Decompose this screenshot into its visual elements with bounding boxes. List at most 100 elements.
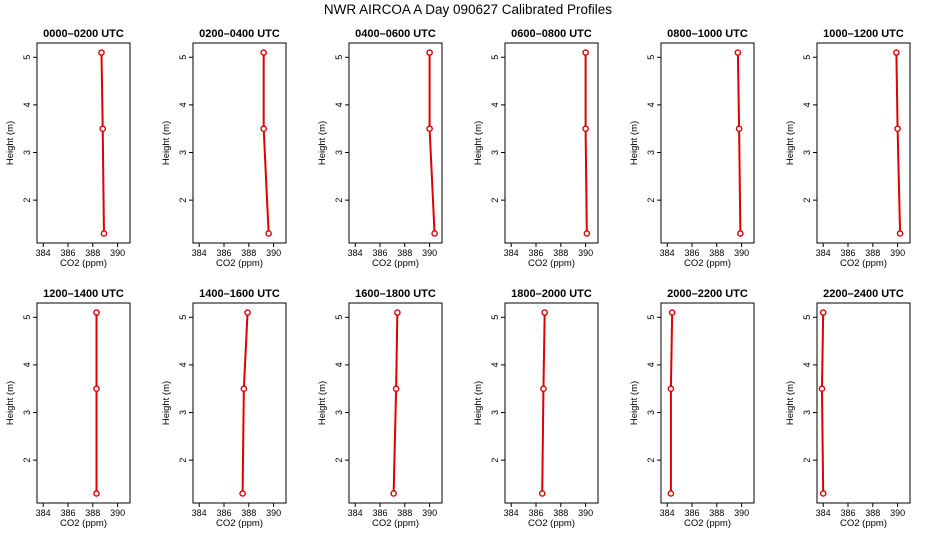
profile-line [820, 312, 825, 494]
data-point [93, 309, 100, 316]
data-point [582, 49, 589, 56]
x-tick-label: 384 [660, 248, 675, 258]
profile-line [895, 52, 902, 234]
data-point [394, 309, 401, 316]
x-tick-label: 390 [266, 248, 281, 258]
y-tick-label: 4 [490, 102, 500, 107]
y-tick-label: 4 [490, 362, 500, 367]
x-tick-label: 386 [684, 508, 699, 518]
profile-line [428, 52, 436, 234]
x-tick-label: 390 [578, 508, 593, 518]
data-point [541, 309, 548, 316]
y-tick-label: 5 [22, 315, 32, 320]
data-point [390, 490, 397, 497]
x-tick-label: 386 [840, 508, 855, 518]
y-tick-label: 2 [22, 198, 32, 203]
x-tick-label: 384 [660, 508, 675, 518]
data-point [819, 309, 827, 316]
x-tick-label: 388 [865, 508, 880, 518]
data-point [734, 49, 742, 56]
x-tick-label: 390 [890, 508, 905, 518]
plot-frame [504, 302, 599, 504]
y-tick-label: 2 [490, 198, 500, 203]
y-tick-label: 5 [334, 315, 344, 320]
x-tick-label: 384 [816, 508, 831, 518]
x-tick-label: 388 [85, 508, 100, 518]
x-tick-label: 390 [734, 508, 749, 518]
plot-frame [36, 302, 131, 504]
y-axis-label: Height (m) [629, 381, 640, 425]
y-tick-label: 3 [646, 410, 656, 415]
panel-title: 2000–2200 UTC [667, 288, 748, 300]
figure-title: NWR AIRCOA A Day 090627 Calibrated Profi… [324, 2, 612, 17]
x-tick-label: 386 [528, 248, 543, 258]
x-tick-label: 386 [372, 508, 387, 518]
x-tick-label: 384 [192, 248, 207, 258]
data-point [893, 49, 900, 56]
x-tick-label: 386 [216, 508, 231, 518]
x-tick-label: 388 [553, 508, 568, 518]
panel-title: 1000–1200 UTC [823, 28, 904, 40]
panel-title: 1600–1800 UTC [355, 288, 436, 300]
data-point [260, 49, 267, 56]
profile-line [100, 52, 105, 234]
y-axis-label: Height (m) [161, 381, 172, 425]
y-tick-label: 2 [334, 198, 344, 203]
y-tick-label: 4 [646, 362, 656, 367]
x-tick-label: 386 [840, 248, 855, 258]
x-tick-label: 388 [709, 508, 724, 518]
x-axis-label: CO2 (ppm) [372, 258, 419, 269]
y-tick-label: 5 [646, 315, 656, 320]
y-tick-label: 3 [490, 410, 500, 415]
x-tick-label: 388 [85, 248, 100, 258]
x-axis-label: CO2 (ppm) [684, 518, 731, 529]
y-tick-label: 4 [178, 102, 188, 107]
data-point [239, 490, 246, 497]
data-point [583, 230, 591, 237]
y-tick-label: 5 [178, 315, 188, 320]
x-tick-label: 390 [110, 508, 125, 518]
x-tick-label: 384 [348, 248, 363, 258]
x-tick-label: 390 [578, 248, 593, 258]
x-axis-label: CO2 (ppm) [840, 518, 887, 529]
y-tick-label: 2 [802, 458, 812, 463]
plot-frame [660, 302, 755, 504]
profile-line [584, 52, 588, 234]
data-point [426, 49, 433, 56]
y-axis-label: Height (m) [317, 121, 328, 165]
data-point [894, 125, 901, 133]
x-tick-label: 390 [422, 508, 437, 518]
x-tick-label: 384 [504, 508, 519, 518]
y-tick-label: 5 [646, 55, 656, 60]
x-axis-label: CO2 (ppm) [216, 518, 263, 529]
panel-title: 2200–2400 UTC [823, 288, 904, 300]
data-point [582, 125, 589, 133]
plot-frame [36, 42, 131, 244]
y-tick-label: 2 [646, 458, 656, 463]
y-axis-label: Height (m) [629, 121, 640, 165]
y-tick-label: 4 [22, 102, 32, 107]
y-tick-label: 3 [646, 150, 656, 155]
profile-line [669, 312, 674, 494]
data-point [93, 490, 100, 497]
y-tick-label: 4 [802, 102, 812, 107]
plot-frame [348, 302, 443, 504]
profile-line [736, 52, 742, 234]
data-point [540, 385, 547, 393]
data-point [819, 490, 827, 497]
y-tick-label: 4 [178, 362, 188, 367]
y-tick-label: 2 [646, 198, 656, 203]
y-tick-label: 2 [802, 198, 812, 203]
panel-title: 0600–0800 UTC [511, 28, 592, 40]
panel-title: 1200–1400 UTC [43, 288, 124, 300]
